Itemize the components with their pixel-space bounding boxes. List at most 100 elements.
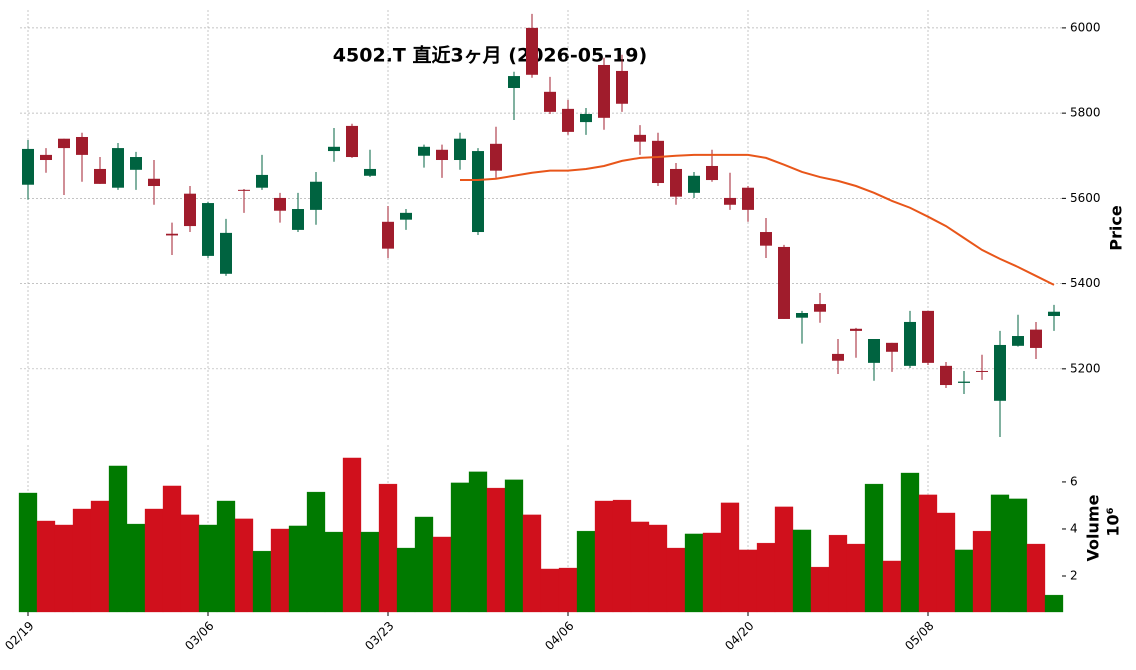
candle-body — [544, 91, 556, 112]
volume-axis-label: Volume — [1084, 494, 1103, 561]
candle-body — [238, 189, 250, 191]
volume-bar — [756, 542, 776, 613]
candle-body — [976, 370, 988, 372]
candle-body — [922, 310, 934, 363]
volume-bar — [180, 514, 200, 613]
y-tick-label: 5400 — [1070, 276, 1101, 290]
volume-bar — [594, 500, 614, 613]
volume-bar — [522, 514, 542, 613]
volume-bar — [828, 534, 848, 613]
candle-body — [832, 353, 844, 361]
volume-bar — [666, 547, 686, 613]
moving-average-line — [460, 153, 1055, 286]
candle-body — [526, 27, 538, 75]
volume-bar — [54, 524, 74, 613]
candle-body — [994, 344, 1006, 401]
volume-bar — [270, 528, 290, 613]
candle-body — [220, 232, 232, 274]
candle-body — [814, 304, 826, 312]
volume-bar — [702, 532, 722, 613]
candle-body — [580, 113, 592, 123]
volume-bar — [144, 508, 164, 613]
candle-body — [130, 157, 142, 170]
candle-body — [22, 148, 34, 185]
volume-bar — [504, 479, 524, 613]
candle-body — [742, 187, 754, 210]
candle-body — [58, 138, 70, 149]
y-axis-label: Price — [1107, 205, 1126, 251]
candle-body — [706, 165, 718, 181]
candle-body — [1048, 311, 1060, 316]
candle-body — [1012, 336, 1024, 346]
candle-body — [598, 64, 610, 118]
volume-bar — [234, 518, 254, 613]
candle-body — [94, 168, 106, 184]
candle-body — [148, 178, 160, 187]
volume-bar — [288, 525, 308, 613]
volume-bar — [360, 531, 380, 613]
volume-bar — [342, 457, 362, 613]
volume-bar — [216, 500, 236, 613]
x-tick-label: 04/06 — [542, 619, 576, 653]
candle-body — [724, 197, 736, 205]
candle-body — [184, 193, 196, 227]
volume-bar — [810, 566, 830, 613]
candle-body — [796, 313, 808, 318]
volume-bar — [612, 499, 632, 613]
volume-bar — [378, 483, 398, 613]
candle-body — [868, 338, 880, 363]
x-tick-label: 04/20 — [722, 619, 756, 653]
candle-body — [310, 181, 322, 210]
candle-body — [616, 70, 628, 104]
y-tick-label: 5800 — [1070, 106, 1101, 120]
candle-body — [940, 365, 952, 386]
volume-bar — [1044, 594, 1064, 613]
x-tick-label: 05/08 — [902, 619, 936, 653]
volume-bar — [900, 472, 920, 613]
candle-body — [364, 168, 376, 176]
volume-y-tick-label: 2 — [1070, 569, 1078, 583]
candle-body — [346, 125, 358, 158]
x-tick-label: 03/23 — [362, 619, 396, 653]
candle-body — [904, 321, 916, 366]
candle-body — [472, 151, 484, 233]
volume-bar — [864, 483, 884, 613]
candle-body — [382, 221, 394, 249]
volume-bar — [1026, 543, 1046, 613]
volume-bar — [882, 560, 902, 613]
volume-bar — [90, 500, 110, 613]
volume-bar — [450, 482, 470, 613]
candle-body — [958, 381, 970, 383]
volume-bar — [252, 550, 272, 613]
candle-body — [292, 209, 304, 230]
candle-body — [400, 212, 412, 220]
candle-body — [256, 174, 268, 188]
chart-title: 4502.T 直近3ヶ月 (2026-05-19) — [333, 44, 647, 67]
candle-body — [40, 154, 52, 161]
volume-bar — [126, 523, 146, 613]
candle-body — [760, 232, 772, 246]
volume-bar — [108, 465, 128, 613]
volume-bar — [306, 491, 326, 613]
y-tick-label: 6000 — [1070, 20, 1101, 34]
candle-body — [76, 136, 88, 155]
volume-bar — [918, 494, 938, 613]
volume-bar — [198, 524, 218, 613]
volume-bar — [648, 524, 668, 613]
volume-bar — [162, 485, 182, 613]
volume-bar — [954, 549, 974, 613]
volume-bar — [684, 533, 704, 613]
volume-bar — [324, 531, 344, 613]
candle-body — [778, 246, 790, 319]
candle-body — [490, 143, 502, 171]
y-tick-label: 5600 — [1070, 191, 1101, 205]
volume-bar — [558, 567, 578, 613]
candle-body — [418, 146, 430, 156]
candle-body — [652, 140, 664, 184]
candle-body — [202, 203, 214, 256]
candle-body — [508, 76, 520, 88]
candle-body — [850, 328, 862, 331]
x-tick-label: 03/06 — [182, 619, 216, 653]
y-tick-label: 5200 — [1070, 361, 1101, 375]
candle-body — [328, 146, 340, 152]
